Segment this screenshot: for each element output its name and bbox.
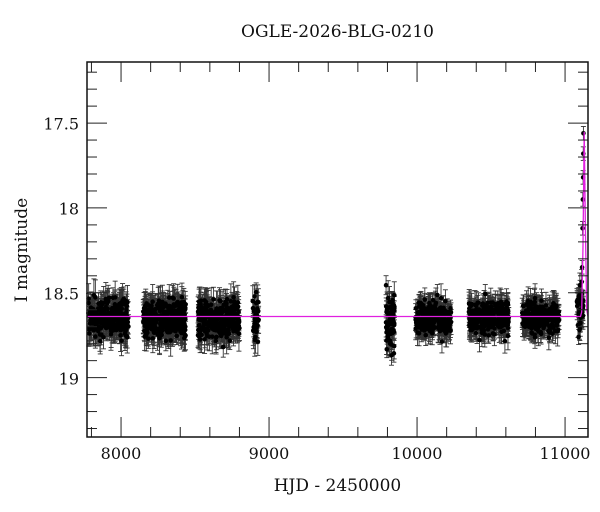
plot-frame — [86, 61, 589, 438]
y-tick-label: 18.5 — [43, 284, 79, 304]
x-tick-label: 10000 — [391, 444, 443, 463]
y-tick-label: 18 — [58, 199, 79, 219]
x-tick-label: 8000 — [100, 444, 142, 463]
x-tick-label: 9000 — [248, 444, 290, 463]
model-curve — [87, 131, 589, 318]
y-axis-label: I magnitude — [12, 197, 32, 303]
chart-title: OGLE-2026-BLG-0210 — [241, 22, 434, 42]
x-axis-label: HJD - 2450000 — [273, 476, 402, 496]
data-points — [86, 130, 586, 358]
x-tick-label: 11000 — [539, 444, 591, 463]
axis-ticks — [87, 62, 588, 437]
y-tick-label: 17.5 — [43, 114, 79, 134]
y-tick-label: 19 — [58, 369, 79, 389]
